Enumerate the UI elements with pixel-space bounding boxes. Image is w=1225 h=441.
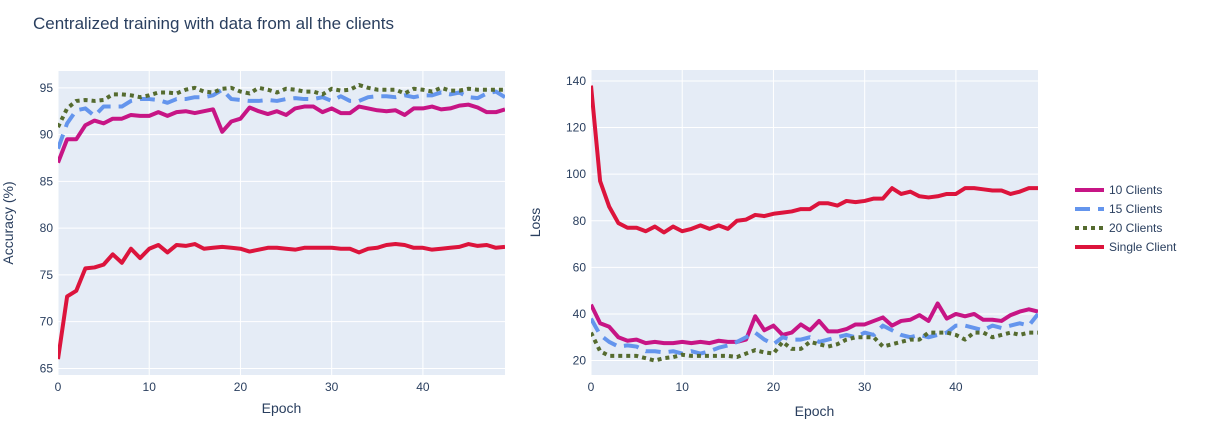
- y-tick-label: 65: [40, 361, 54, 375]
- x-tick-label: 40: [416, 380, 430, 394]
- chart-panel-2: 0 10 20 30 40 20 40 60 80 100 120 140 Epoch Loss: [527, 70, 1038, 419]
- y-tick-label: 85: [40, 174, 54, 188]
- y-axis-title: Loss: [527, 208, 543, 238]
- x-tick-label: 0: [55, 380, 62, 394]
- series-line-10-clients: [591, 301, 1038, 346]
- y-tick-label: 60: [573, 260, 587, 274]
- x-axis-title: Epoch: [262, 400, 302, 416]
- y-tick-label: 80: [40, 221, 54, 235]
- y-tick-label: 140: [566, 74, 586, 88]
- x-axis-title: Epoch: [795, 403, 835, 419]
- chart-panel-1: 0 10 20 30 40 65 70 75 80 85 90 95 Epoch Accuracy (%): [0, 71, 505, 416]
- legend-label: 15 Clients: [1109, 202, 1162, 216]
- plot-area: [58, 71, 505, 375]
- x-tick-label: 20: [234, 380, 248, 394]
- series-line-10-clients: [58, 102, 505, 164]
- legend-item[interactable]: Single Client: [1075, 240, 1177, 254]
- legend-item[interactable]: 10 Clients: [1075, 183, 1162, 197]
- x-tick-label: 20: [767, 380, 781, 394]
- y-tick-label: 80: [573, 214, 587, 228]
- legend-label: Single Client: [1109, 240, 1177, 254]
- y-tick-label: 40: [573, 307, 587, 321]
- y-tick-label: 75: [40, 268, 54, 282]
- y-tick-label: 90: [40, 128, 54, 142]
- y-tick-label: 100: [566, 167, 586, 181]
- series-line-single-client: [58, 242, 505, 360]
- x-tick-label: 30: [858, 380, 872, 394]
- x-tick-label: 0: [588, 380, 595, 394]
- y-tick-label: 120: [566, 121, 586, 135]
- x-tick-label: 10: [676, 380, 690, 394]
- series-line-15-clients: [58, 87, 505, 150]
- legend-item[interactable]: 15 Clients: [1075, 202, 1162, 216]
- legend-item[interactable]: 20 Clients: [1075, 221, 1162, 235]
- series-line-20-clients: [591, 330, 1038, 363]
- x-tick-label: 40: [949, 380, 963, 394]
- y-tick-label: 95: [40, 81, 54, 95]
- y-tick-label: 20: [573, 354, 587, 368]
- chart-title: Centralized training with data from all …: [33, 14, 394, 33]
- y-axis-title: Accuracy (%): [0, 181, 16, 264]
- series-line-single-client: [591, 85, 1038, 235]
- y-tick-label: 70: [40, 315, 54, 329]
- x-tick-label: 10: [143, 380, 157, 394]
- legend: 10 Clients 15 Clients 20 Clients Single Cli…: [1075, 183, 1177, 254]
- series-line-20-clients: [58, 83, 505, 128]
- legend-label: 20 Clients: [1109, 221, 1162, 235]
- legend-label: 10 Clients: [1109, 183, 1162, 197]
- x-tick-label: 30: [325, 380, 339, 394]
- plot-area: [591, 70, 1038, 375]
